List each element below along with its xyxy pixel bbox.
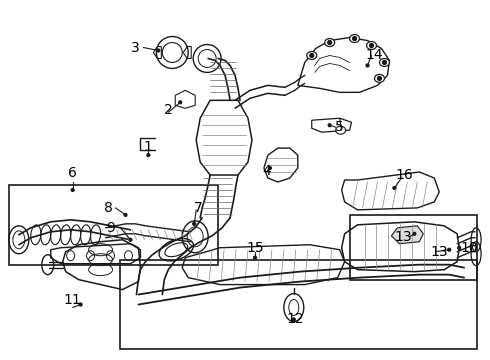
Circle shape — [293, 318, 295, 321]
Circle shape — [124, 213, 127, 216]
Circle shape — [71, 189, 74, 192]
Text: 13: 13 — [430, 245, 448, 259]
Ellipse shape — [374, 75, 385, 82]
Text: 7: 7 — [194, 201, 202, 215]
Text: 15: 15 — [246, 241, 264, 255]
Ellipse shape — [325, 39, 335, 46]
Text: 11: 11 — [64, 293, 81, 306]
Text: 14: 14 — [366, 49, 383, 63]
Bar — [9, 185, 218, 265]
Circle shape — [193, 222, 196, 225]
Circle shape — [147, 154, 150, 157]
Text: 8: 8 — [104, 201, 113, 215]
Text: 2: 2 — [164, 103, 172, 117]
Bar — [121, 260, 477, 349]
Ellipse shape — [336, 126, 345, 134]
Circle shape — [253, 256, 256, 259]
Text: 5: 5 — [335, 120, 344, 134]
Text: 1: 1 — [144, 140, 153, 154]
Circle shape — [353, 37, 357, 41]
Text: 16: 16 — [395, 168, 413, 182]
Text: 3: 3 — [131, 41, 140, 54]
Circle shape — [79, 303, 82, 306]
Circle shape — [413, 232, 416, 235]
Circle shape — [310, 54, 314, 58]
Text: 4: 4 — [263, 164, 271, 178]
Circle shape — [157, 49, 160, 52]
Polygon shape — [392, 226, 423, 244]
Circle shape — [179, 101, 182, 104]
Text: 6: 6 — [68, 166, 77, 180]
Ellipse shape — [367, 41, 376, 50]
Circle shape — [369, 44, 373, 48]
Circle shape — [129, 238, 132, 241]
Circle shape — [458, 246, 461, 249]
Circle shape — [269, 167, 271, 170]
Text: 9: 9 — [106, 221, 115, 235]
Text: 12: 12 — [286, 312, 304, 327]
Circle shape — [448, 248, 451, 251]
Text: 13: 13 — [394, 230, 412, 244]
Circle shape — [328, 124, 331, 127]
Text: 10: 10 — [460, 241, 478, 255]
Ellipse shape — [349, 35, 360, 42]
Circle shape — [393, 186, 396, 189]
Ellipse shape — [307, 51, 317, 59]
Bar — [349, 215, 477, 280]
Circle shape — [328, 41, 332, 45]
Circle shape — [377, 76, 382, 80]
Circle shape — [366, 64, 369, 67]
Ellipse shape — [379, 58, 390, 67]
Circle shape — [383, 60, 387, 64]
